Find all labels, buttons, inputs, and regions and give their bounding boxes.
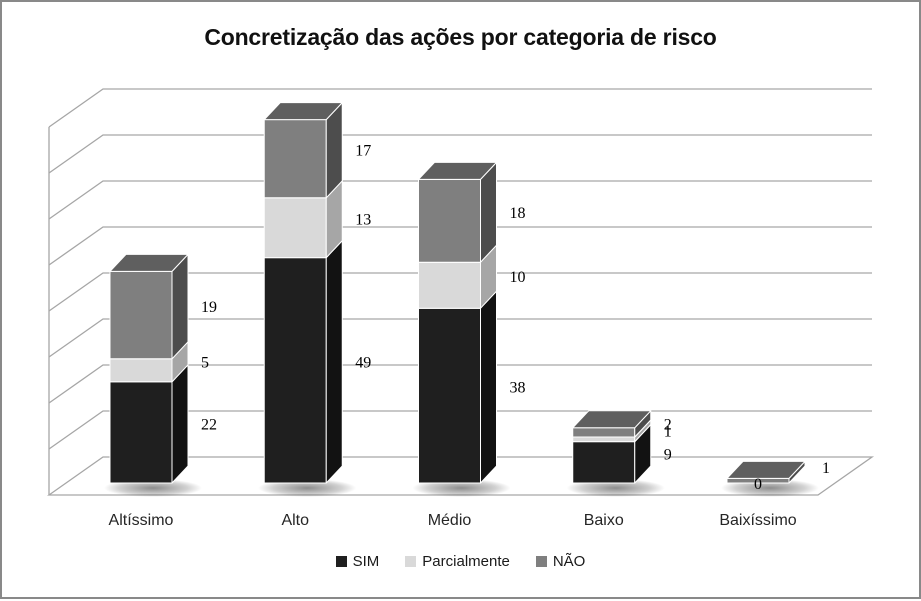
bar-segment-baixo-nao-front	[572, 427, 636, 438]
bars	[109, 102, 806, 484]
legend-item-sim: SIM	[335, 553, 380, 570]
bar-segment-medio-sim-side	[480, 290, 497, 484]
legend-swatch-parcialmente	[405, 556, 417, 567]
legend-item-nao: NÃO	[535, 553, 586, 570]
bar-segment-alto-sim-front	[263, 257, 327, 484]
value-label-baixo-sim: 9	[664, 446, 672, 463]
legend-label-nao: NÃO	[552, 553, 586, 570]
gridline	[48, 318, 872, 358]
chart-title: Concretização das ações por categoria de…	[204, 24, 717, 50]
legend-label-sim: SIM	[352, 553, 380, 570]
legend-item-parcialmente: Parcialmente	[405, 553, 510, 570]
value-label-alto-nao: 17	[355, 143, 371, 160]
gridline	[48, 88, 872, 128]
bar-segment-altissimo-parcialmente-front	[109, 358, 173, 383]
bar-segment-medio-nao-top	[418, 161, 497, 180]
value-label-medio-sim: 38	[510, 380, 526, 397]
category-label-medio: Médio	[428, 512, 472, 529]
value-label-alto-parcialmente: 13	[355, 212, 371, 229]
category-label-baixissimo: Baixíssimo	[719, 512, 796, 529]
bar-segment-altissimo-sim-front	[109, 381, 173, 484]
gridline	[48, 272, 872, 312]
value-label-altissimo-sim: 22	[201, 416, 217, 433]
gridlines	[48, 88, 872, 450]
bar-segment-altissimo-nao-top	[109, 253, 189, 272]
bar-segment-altissimo-nao-front	[109, 270, 173, 360]
category-label-baixo: Baixo	[584, 512, 624, 529]
value-label-baixissimo-sim: 0	[754, 476, 762, 493]
bar-segment-alto-nao-top	[263, 102, 343, 121]
bar-segment-baixo-parcialmente-front	[572, 436, 636, 443]
gridline	[48, 180, 872, 220]
bar-segment-medio-sim-front	[418, 307, 481, 484]
bar-segment-baixo-nao-top	[572, 410, 652, 429]
legend-swatch-nao	[535, 556, 547, 567]
legend-label-parcialmente: Parcialmente	[422, 553, 510, 570]
bar-alto	[263, 102, 343, 484]
gridline	[48, 134, 872, 174]
legend: SIM Parcialmente NÃO	[2, 553, 919, 570]
bar-segment-altissimo-nao-side	[171, 253, 189, 360]
bar-segment-baixo-sim-front	[572, 441, 636, 484]
gridline	[48, 364, 872, 404]
bar-medio	[418, 161, 497, 484]
bar-altissimo	[109, 253, 189, 484]
value-label-alto-sim: 49	[355, 354, 371, 371]
gridline	[48, 226, 872, 266]
legend-swatch-sim	[335, 556, 347, 567]
value-label-baixissimo-nao: 1	[822, 460, 830, 477]
value-label-medio-parcialmente: 10	[510, 269, 526, 286]
value-label-baixo-parcialmente: 1	[664, 423, 672, 440]
bar-segment-altissimo-sim-side	[171, 364, 189, 484]
bar-segment-baixissimo-nao-top	[726, 460, 806, 479]
bar-segment-medio-parcialmente-front	[418, 261, 481, 309]
value-label-altissimo-nao: 19	[201, 299, 217, 316]
bar-segment-alto-sim-side	[325, 240, 343, 484]
value-label-baixo-nao: 2	[664, 416, 672, 433]
value-label-medio-nao: 18	[510, 205, 526, 222]
category-label-altissimo: Altíssimo	[109, 512, 174, 529]
bar-baixo	[572, 410, 652, 484]
bar-baixissimo	[726, 460, 806, 484]
bar-segment-medio-nao-front	[418, 178, 481, 263]
bar-segment-alto-parcialmente-front	[263, 197, 327, 259]
value-label-altissimo-parcialmente: 5	[201, 354, 209, 371]
bar-segment-alto-nao-front	[263, 119, 327, 199]
category-label-alto: Alto	[281, 512, 309, 529]
category-axis-labels: Altíssimo Alto Médio Baixo Baixíssimo	[109, 512, 797, 529]
